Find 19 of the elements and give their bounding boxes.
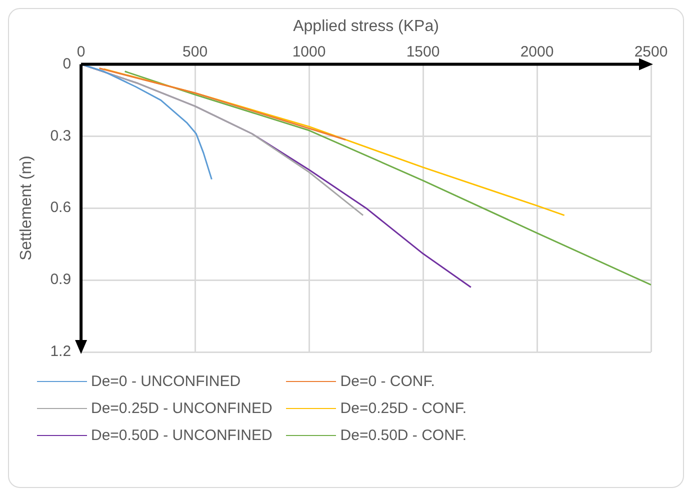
legend-label: De=0 - CONF. bbox=[340, 373, 435, 390]
x-tick-label: 500 bbox=[182, 43, 208, 60]
x-tick-label: 2000 bbox=[520, 43, 554, 60]
legend-label: De=0 - UNCONFINED bbox=[91, 373, 241, 390]
y-tick-label: 0.6 bbox=[50, 199, 72, 216]
y-tick-label: 1.2 bbox=[50, 343, 72, 360]
legend-label: De=0.50D - CONF. bbox=[340, 427, 467, 444]
y-tick-label: 0.9 bbox=[50, 271, 72, 288]
x-tick-label: 1000 bbox=[292, 43, 326, 60]
x-tick-label: 1500 bbox=[406, 43, 440, 60]
legend-label: De=0.50D - UNCONFINED bbox=[91, 427, 272, 444]
legend-label: De=0.25D - UNCONFINED bbox=[91, 400, 272, 417]
x-axis-title: Applied stress (KPa) bbox=[293, 18, 439, 36]
y-tick-label: 0.3 bbox=[50, 127, 72, 144]
y-tick-label: 0 bbox=[62, 55, 72, 72]
x-tick-label: 2500 bbox=[634, 43, 668, 60]
legend-label: De=0.25D - CONF. bbox=[340, 400, 467, 417]
x-tick-label: 0 bbox=[76, 43, 86, 60]
y-axis-title: Settlement (m) bbox=[18, 156, 36, 261]
